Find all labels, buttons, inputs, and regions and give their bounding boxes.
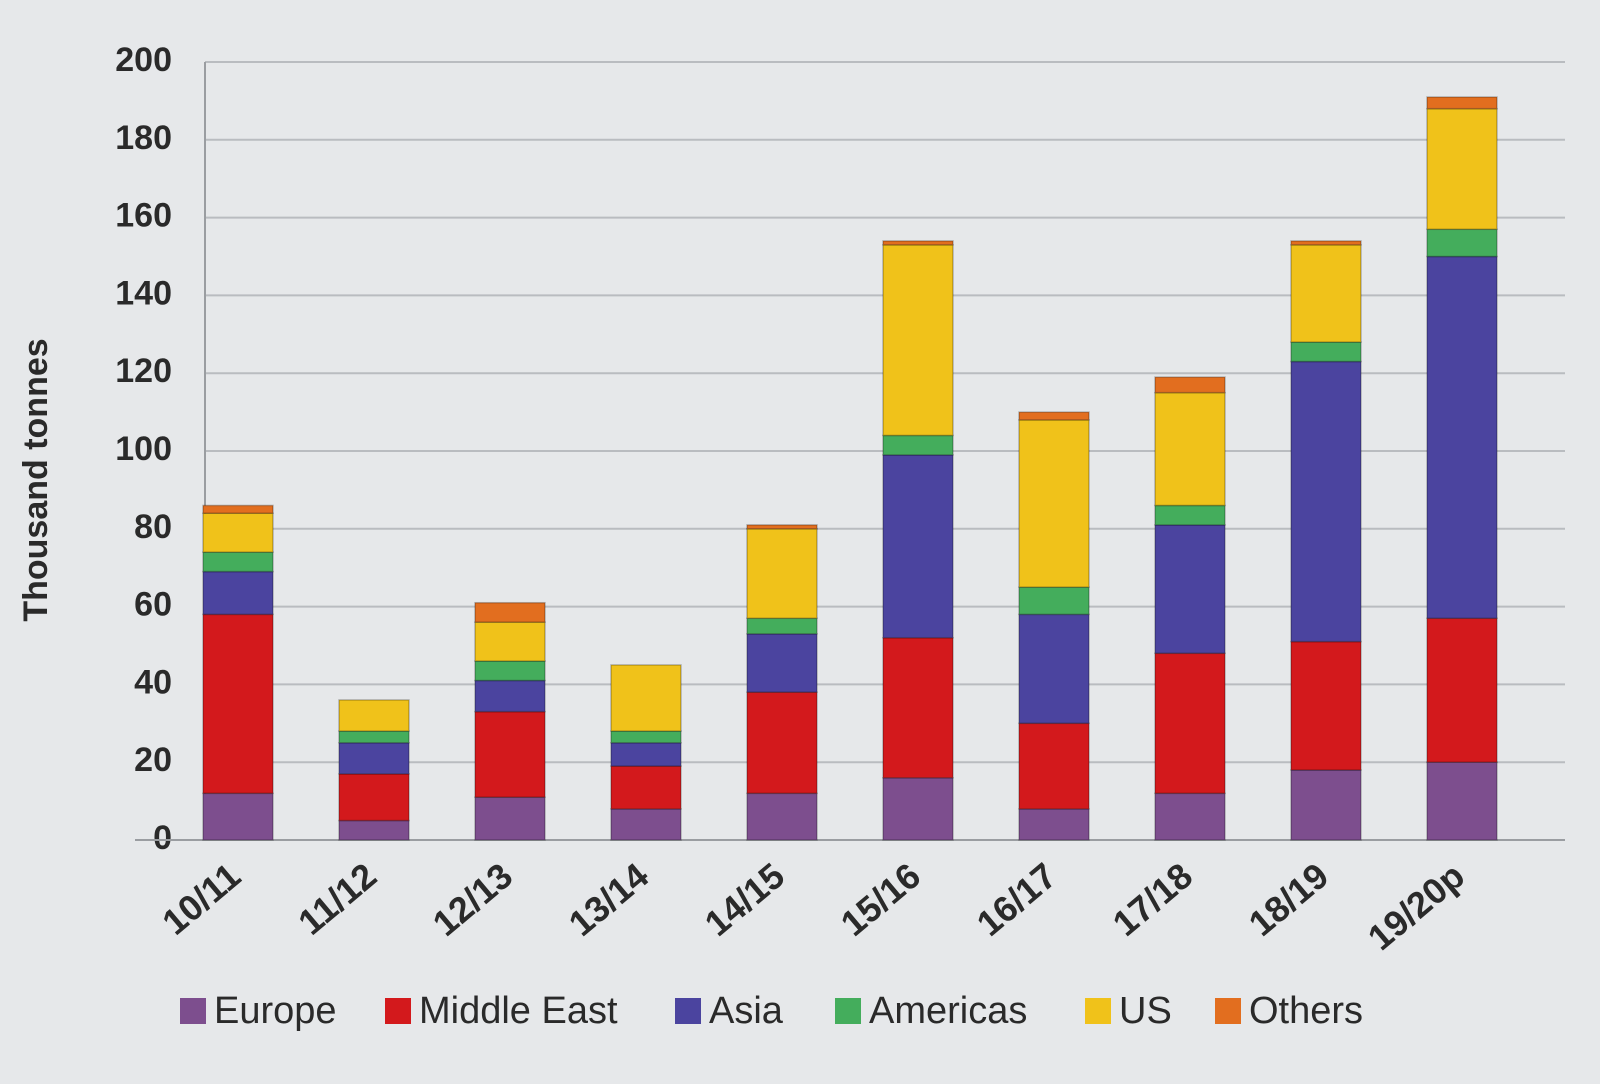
- bar-segment: [1426, 107, 1498, 231]
- bar-segment: [882, 777, 954, 841]
- bar-segment: [202, 570, 274, 616]
- bar-segment: [1154, 504, 1226, 526]
- legend-label: Americas: [869, 990, 1027, 1032]
- y-tick-label: 160: [115, 197, 172, 235]
- bar-segment: [202, 512, 274, 553]
- bar-segment: [338, 742, 410, 775]
- bar-segment: [1290, 244, 1362, 343]
- bar-segment: [1426, 228, 1498, 258]
- bar-segment: [1018, 586, 1090, 616]
- bar-segment: [1018, 411, 1090, 421]
- legend-swatch: [1215, 998, 1241, 1024]
- bar-segment: [202, 504, 274, 514]
- bar-segment: [610, 742, 682, 767]
- bar-segment: [1426, 617, 1498, 763]
- bar-segment: [202, 551, 274, 573]
- bar-segment: [1018, 722, 1090, 810]
- legend-swatch: [835, 998, 861, 1024]
- bar-segment: [338, 730, 410, 744]
- y-tick-label: 120: [115, 352, 172, 390]
- bar-segment: [882, 434, 954, 456]
- bar-segment: [1154, 376, 1226, 394]
- bar-segment: [474, 660, 546, 682]
- bar-segment: [338, 773, 410, 822]
- bar-segment: [202, 792, 274, 841]
- bar-segment: [610, 664, 682, 732]
- legend-label: Asia: [709, 990, 784, 1032]
- bar-segment: [1290, 360, 1362, 643]
- bar-segment: [1154, 524, 1226, 655]
- y-tick-label: 200: [115, 41, 172, 79]
- bar-segment: [202, 613, 274, 795]
- bar-segment: [882, 244, 954, 437]
- bar-segment: [1154, 652, 1226, 795]
- legend-swatch: [385, 998, 411, 1024]
- y-axis-label: Thousand tonnes: [17, 338, 55, 621]
- legend-swatch: [180, 998, 206, 1024]
- bar-segment: [746, 691, 818, 795]
- legend-label: Europe: [214, 990, 337, 1032]
- y-tick-label: 140: [115, 274, 172, 312]
- legend-label: Middle East: [419, 990, 618, 1032]
- bar-segment: [882, 636, 954, 779]
- y-tick-label: 180: [115, 119, 172, 157]
- bar-segment: [1154, 391, 1226, 507]
- bar-segment: [474, 679, 546, 713]
- bar-segment: [746, 524, 818, 530]
- bar-segment: [1426, 761, 1498, 841]
- y-tick-label: 20: [134, 741, 172, 779]
- bar-segment: [474, 621, 546, 662]
- bar-segment: [610, 765, 682, 810]
- bar-segment: [746, 633, 818, 693]
- bar-segment: [1154, 792, 1226, 841]
- y-tick-label: 40: [134, 663, 172, 701]
- bar-segment: [1290, 240, 1362, 246]
- bar-segment: [746, 792, 818, 841]
- y-tick-label: 0: [153, 819, 172, 857]
- bar-segment: [474, 796, 546, 841]
- y-tick-label: 60: [134, 586, 172, 624]
- bar-segment: [338, 699, 410, 732]
- bar-segment: [1018, 808, 1090, 841]
- bar-segment: [1290, 341, 1362, 363]
- bar-segment: [1426, 255, 1498, 620]
- bar-segment: [882, 240, 954, 246]
- bar-segment: [882, 454, 954, 639]
- bar-segment: [474, 710, 546, 798]
- bar-segment: [474, 601, 546, 623]
- bar-segment: [338, 819, 410, 841]
- bar-segment: [1290, 769, 1362, 841]
- bar-segment: [610, 808, 682, 841]
- y-tick-label: 80: [134, 508, 172, 546]
- legend-swatch: [675, 998, 701, 1024]
- bar-segment: [610, 730, 682, 744]
- bar-segment: [1018, 419, 1090, 588]
- bar-segment: [1426, 96, 1498, 110]
- legend-swatch: [1085, 998, 1111, 1024]
- bar-segment: [1018, 613, 1090, 725]
- legend-label: Others: [1249, 990, 1363, 1032]
- bar-segment: [746, 617, 818, 635]
- legend-label: US: [1119, 990, 1172, 1032]
- y-tick-label: 100: [115, 430, 172, 468]
- bar-segment: [746, 528, 818, 620]
- bar-segment: [1290, 640, 1362, 771]
